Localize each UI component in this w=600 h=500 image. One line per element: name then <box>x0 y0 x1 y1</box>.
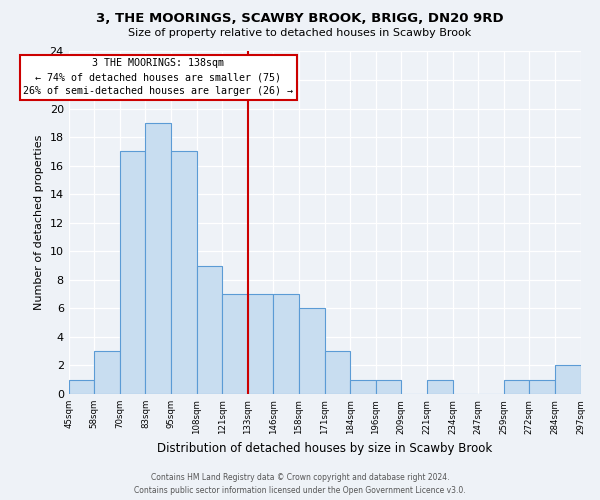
Bar <box>274 294 299 394</box>
Bar <box>120 152 145 394</box>
Bar <box>197 266 222 394</box>
Bar <box>222 294 248 394</box>
Bar <box>529 380 555 394</box>
Bar <box>427 380 452 394</box>
Bar <box>94 351 120 394</box>
Bar <box>171 152 197 394</box>
X-axis label: Distribution of detached houses by size in Scawby Brook: Distribution of detached houses by size … <box>157 442 492 455</box>
Text: 3 THE MOORINGS: 138sqm
← 74% of detached houses are smaller (75)
26% of semi-det: 3 THE MOORINGS: 138sqm ← 74% of detached… <box>23 58 293 96</box>
Text: Contains HM Land Registry data © Crown copyright and database right 2024.
Contai: Contains HM Land Registry data © Crown c… <box>134 474 466 495</box>
Bar <box>325 351 350 394</box>
Bar <box>248 294 274 394</box>
Bar <box>350 380 376 394</box>
Y-axis label: Number of detached properties: Number of detached properties <box>34 135 44 310</box>
Text: Size of property relative to detached houses in Scawby Brook: Size of property relative to detached ho… <box>128 28 472 38</box>
Text: 3, THE MOORINGS, SCAWBY BROOK, BRIGG, DN20 9RD: 3, THE MOORINGS, SCAWBY BROOK, BRIGG, DN… <box>96 12 504 26</box>
Bar <box>376 380 401 394</box>
Bar <box>504 380 529 394</box>
Bar <box>68 380 94 394</box>
Bar <box>299 308 325 394</box>
Bar <box>555 366 581 394</box>
Bar <box>145 123 171 394</box>
